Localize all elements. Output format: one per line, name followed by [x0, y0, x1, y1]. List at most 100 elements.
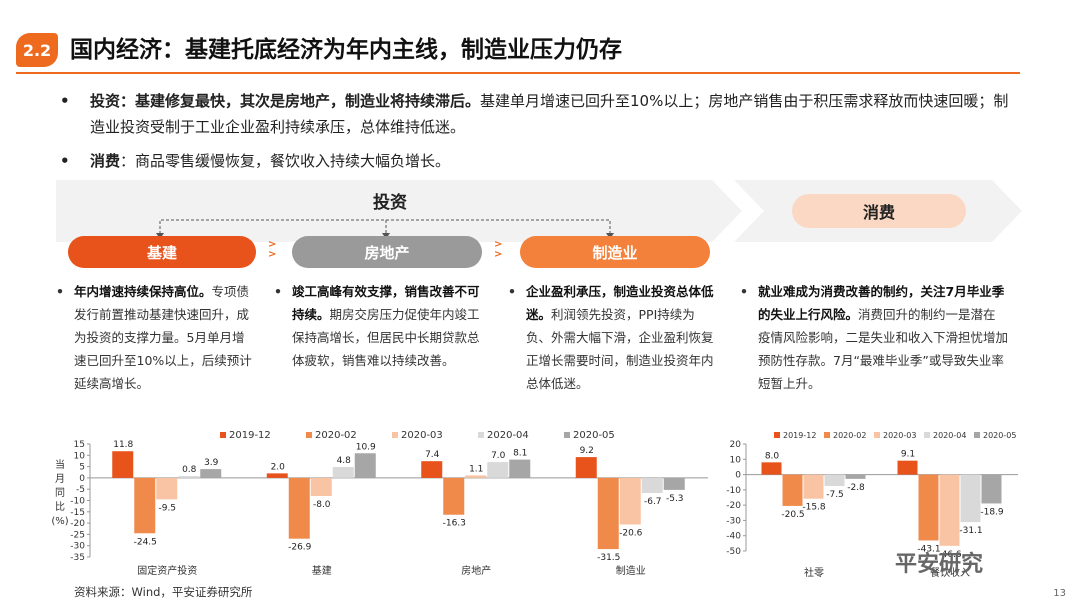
bullet-consumption: • 消费：商品零售缓慢恢复，餐饮收入持续大幅负增长。: [60, 148, 1020, 174]
legend-label: 2020-05: [983, 431, 1016, 440]
source-note: 资料来源：Wind，平安证券研究所: [74, 585, 253, 599]
bar: [803, 474, 824, 499]
section-number-badge: 2.2: [16, 33, 58, 67]
data-label: 0.8: [182, 465, 197, 475]
column-text: 专项债发行前置推动基建快速回升，成为投资的支撑力量。5月单月增速已回升至10%以…: [74, 284, 252, 391]
bullet-investment-body: 基建单月增速已回升至10%以上；房地产销售由于积压需求释放而快速回暖；制造业投资…: [90, 92, 1009, 136]
y-tick-label: 10: [730, 455, 742, 465]
y-tick-label: 0: [79, 474, 85, 484]
y-tick-label: 10: [74, 451, 86, 461]
data-label: 9.2: [580, 446, 594, 456]
y-tick-label: -20: [70, 519, 85, 529]
bar: [156, 477, 178, 500]
column-bold: 企业盈利承压，制造业投资总体低迷。: [526, 284, 714, 322]
bar: [981, 474, 1002, 504]
data-label: -7.5: [826, 490, 844, 500]
bar: [939, 474, 960, 546]
page-title: 国内经济：基建托底经济为年内主线，制造业压力仍存: [70, 37, 622, 63]
watermark: 平安研究: [895, 552, 984, 577]
bar: [897, 460, 918, 475]
title-divider: [16, 72, 1020, 74]
bar: [960, 474, 981, 523]
y-axis-label-char: 同: [55, 487, 65, 499]
consumption-pill: 消费: [792, 194, 966, 228]
legend-swatch: [774, 432, 780, 438]
bar: [421, 461, 443, 478]
bullet-investment-text: 投资：基建修复最快，其次是房地产，制造业将持续滞后。基建单月增速已回升至10%以…: [90, 88, 1020, 140]
y-tick-label: -15: [70, 508, 85, 518]
data-label: 2.0: [271, 462, 286, 472]
legend-label: 2020-05: [573, 430, 615, 441]
data-label: 8.1: [513, 449, 527, 459]
category-label: 制造业: [616, 564, 646, 577]
bar: [200, 469, 222, 478]
data-label: -9.5: [158, 503, 176, 513]
y-axis-label-char: (%): [51, 516, 68, 527]
y-tick-label: -40: [726, 532, 741, 542]
bar: [918, 474, 939, 541]
data-label: -46.6: [938, 550, 962, 560]
category-label: 基建: [312, 564, 332, 577]
bar: [663, 477, 685, 490]
legend-label: 2020-02: [833, 431, 866, 440]
chevron-right-icon: > >: [494, 239, 503, 260]
data-label: -20.6: [619, 528, 643, 538]
legend-swatch: [220, 432, 226, 438]
data-label: -16.3: [443, 519, 466, 529]
bar: [761, 462, 782, 475]
pill-real-estate: 房地产: [292, 236, 482, 268]
data-label: 11.8: [113, 440, 133, 450]
bar: [509, 459, 531, 478]
bar: [443, 477, 465, 515]
bar: [597, 477, 619, 550]
category-label: 餐饮收入: [930, 566, 970, 579]
category-label: 固定资产投资: [137, 564, 197, 577]
y-tick-label: 0: [735, 471, 741, 481]
data-label: -15.8: [802, 503, 826, 513]
investment-banner: [56, 180, 742, 242]
legend-swatch: [874, 432, 880, 438]
legend-swatch: [974, 432, 980, 438]
investment-label: 投资: [373, 193, 407, 213]
bullet-dot: •: [60, 152, 70, 170]
y-tick-label: -10: [70, 497, 85, 507]
legend-swatch: [824, 432, 830, 438]
y-tick-label: -50: [726, 547, 741, 557]
column-real-estate: • 竣工高峰有效支撑，销售改善不可持续。期房交房压力促使年内竣工保持高增长，但居…: [274, 284, 480, 368]
bullet-dot: •: [60, 92, 70, 110]
bullet-consumption-body: ：商品零售缓慢恢复，餐饮收入持续大幅负增长。: [120, 152, 451, 170]
y-axis-label-char: 当: [55, 458, 65, 471]
bar: [465, 475, 487, 478]
bullet-consumption-bold: 消费: [90, 152, 121, 170]
legend-label: 2020-03: [401, 430, 443, 441]
bar: [332, 467, 354, 478]
data-label: 7.4: [425, 450, 440, 460]
bullet-investment: • 投资：基建修复最快，其次是房地产，制造业将持续滞后。基建单月增速已回升至10…: [60, 88, 1020, 142]
y-tick-label: -10: [726, 486, 741, 496]
data-label: -8.0: [313, 500, 331, 510]
category-label: 房地产: [461, 564, 491, 577]
bar: [134, 477, 156, 534]
data-label: -6.7: [644, 497, 662, 507]
y-tick-label: 5: [79, 463, 85, 473]
bullet-investment-bold: 投资：基建修复最快，其次是房地产，制造业将持续滞后。: [90, 92, 481, 110]
pill-infrastructure: 基建: [68, 236, 256, 268]
pill-manufacturing: 制造业: [520, 236, 710, 268]
y-tick-label: -30: [70, 542, 85, 552]
legend-label: 2020-03: [883, 431, 916, 440]
bar: [824, 474, 845, 487]
legend-swatch: [924, 432, 930, 438]
data-label: -43.1: [917, 544, 940, 554]
legend-swatch: [392, 432, 398, 438]
bar: [310, 477, 332, 496]
data-label: -18.9: [980, 507, 1004, 517]
data-label: 7.0: [491, 451, 506, 461]
y-axis-label-char: 月: [55, 473, 65, 485]
bar: [266, 473, 288, 478]
data-label: 10.9: [356, 442, 376, 452]
legend-swatch: [306, 432, 312, 438]
column-manufacturing: • 企业盈利承压，制造业投资总体低迷。利润领先投资，PPI持续为负、外需大幅下滑…: [508, 284, 714, 391]
y-tick-label: -35: [70, 553, 85, 563]
y-tick-label: 15: [74, 440, 85, 450]
